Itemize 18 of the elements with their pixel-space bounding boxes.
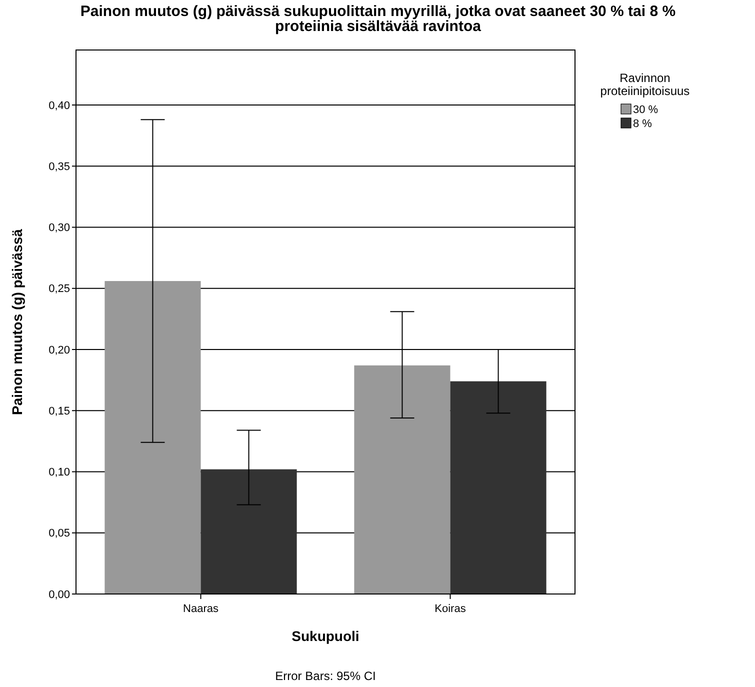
- y-axis-title: Painon muutos (g) päivässä: [9, 228, 25, 415]
- chart-title: Painon muutos (g) päivässä sukupuolittain myyrillä, jotka ovat saaneet 30 % tai 8 % proteiinia sisältävää ravintoa: [80, 3, 676, 35]
- y-tick-label: 0,15: [48, 405, 70, 418]
- legend-label: 8 %: [633, 118, 652, 130]
- text: Error Bars: 95% CI: [275, 669, 376, 683]
- legend-label: 30 %: [633, 104, 658, 116]
- legend-title: Ravinnon proteiinipitoisuus: [600, 71, 690, 98]
- y-tick-label: 0,30: [48, 222, 70, 234]
- y-tick-label: 0,00: [48, 588, 70, 601]
- y-tick-label: 0,05: [48, 528, 70, 540]
- y-tick-label: 0,40: [48, 100, 70, 112]
- y-tick-label: 0,25: [48, 283, 70, 296]
- x-axis-title: Sukupuoli: [292, 628, 360, 644]
- y-tick-label: 0,20: [48, 344, 70, 356]
- y-tick-label: 0,35: [48, 160, 70, 173]
- x-tick-label: Naaras: [183, 603, 219, 615]
- y-tick-label: 0,10: [48, 466, 70, 479]
- x-tick-label: Koiras: [434, 603, 466, 615]
